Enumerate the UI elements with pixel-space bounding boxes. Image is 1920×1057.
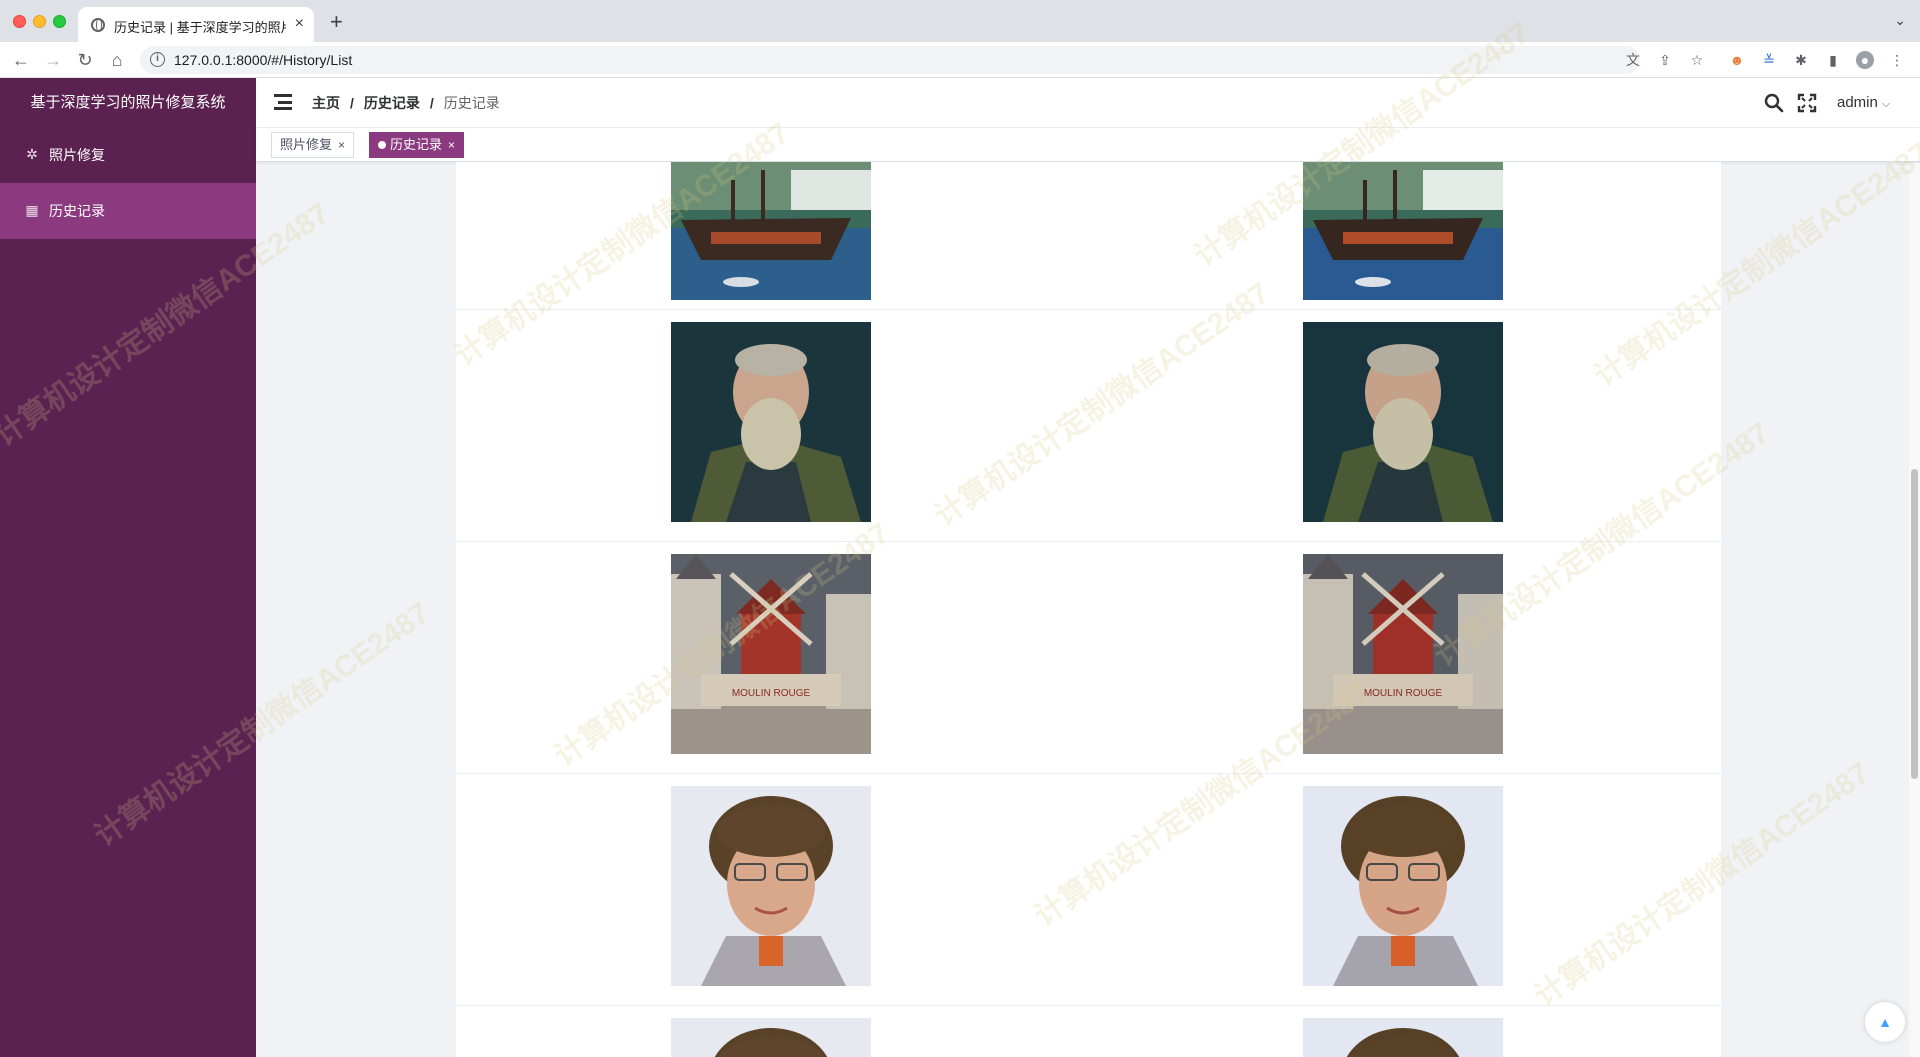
url-text: 127.0.0.1:8000/#/History/List — [174, 52, 353, 68]
sign-text: MOULIN ROUGE — [732, 688, 811, 699]
sidebar-brand: 基于深度学习的照片修复系统 — [30, 94, 226, 111]
extension-chevron-icon[interactable]: ≚ — [1763, 52, 1775, 68]
table-row — [456, 162, 1721, 310]
minimize-window-button[interactable] — [33, 15, 46, 28]
profile-avatar-icon[interactable]: ● — [1856, 51, 1874, 69]
tag-photo-repair[interactable]: 照片修复 × — [271, 132, 355, 158]
restored-photo[interactable] — [1303, 162, 1503, 300]
restored-photo[interactable] — [1303, 1018, 1503, 1057]
grid-icon: ▦ — [25, 202, 39, 218]
history-table: MOULIN ROUGE MOULIN ROUGE — [456, 162, 1721, 1057]
globe-icon — [91, 18, 105, 32]
close-window-button[interactable] — [13, 15, 26, 28]
chevron-down-icon[interactable]: ⌄ — [1894, 12, 1906, 28]
new-tab-button[interactable]: + — [330, 9, 343, 34]
reload-icon[interactable]: ↻ — [77, 50, 93, 70]
sidebar-item-label: 历史记录 — [49, 203, 105, 219]
hamburger-icon[interactable] — [274, 94, 292, 110]
tag-label: 照片修复 — [280, 137, 333, 152]
close-tab-icon[interactable]: × — [294, 15, 304, 32]
more-menu-icon[interactable]: ⋮ — [1890, 52, 1904, 68]
original-photo[interactable]: MOULIN ROUGE — [671, 554, 871, 754]
sidebar: 基于深度学习的照片修复系统 ✲ 照片修复 ▦ 历史记录 — [0, 78, 256, 1057]
chevron-down-icon: ⌵ — [1881, 98, 1891, 110]
restored-photo[interactable] — [1303, 322, 1503, 522]
breadcrumb-history[interactable]: 历史记录 — [363, 95, 420, 111]
table-row — [456, 774, 1721, 1006]
original-photo[interactable] — [671, 322, 871, 522]
sign-text: MOULIN ROUGE — [1364, 688, 1443, 699]
share-icon[interactable]: ⇪ — [1659, 52, 1671, 68]
search-icon[interactable] — [1764, 93, 1784, 113]
original-photo[interactable] — [671, 162, 871, 300]
breadcrumb-home[interactable]: 主页 — [312, 95, 340, 111]
table-row — [456, 310, 1721, 542]
back-to-top-button[interactable]: ▲ — [1865, 1002, 1905, 1042]
tag-history[interactable]: 历史记录 × — [369, 132, 465, 158]
original-photo[interactable] — [671, 1018, 871, 1057]
scrollbar-thumb[interactable] — [1911, 469, 1918, 779]
user-name: admin — [1837, 94, 1878, 111]
address-bar[interactable]: i 127.0.0.1:8000/#/History/List — [140, 46, 1640, 74]
extension-face-icon[interactable]: ☻ — [1729, 52, 1745, 68]
browser-toolbar: ← → ↻ ⌂ i 127.0.0.1:8000/#/History/List … — [0, 42, 1920, 78]
info-icon[interactable]: i — [150, 52, 165, 67]
loading-icon: ✲ — [26, 146, 38, 162]
main-content: MOULIN ROUGE MOULIN ROUGE — [256, 162, 1920, 1057]
tag-label: 历史记录 — [390, 137, 443, 152]
translate-icon[interactable]: 文 — [1626, 52, 1640, 68]
sidebar-item-label: 照片修复 — [49, 147, 105, 163]
sidebar-item-history[interactable]: ▦ 历史记录 — [0, 183, 256, 239]
breadcrumb-current: 历史记录 — [443, 95, 500, 111]
active-dot-icon — [378, 141, 386, 149]
original-photo[interactable] — [671, 786, 871, 986]
maximize-window-button[interactable] — [53, 15, 66, 28]
fullscreen-icon[interactable] — [1797, 93, 1817, 113]
table-row — [456, 1006, 1721, 1057]
close-icon[interactable]: × — [448, 138, 456, 152]
tags-view: 照片修复 × 历史记录 × — [256, 128, 1920, 162]
restored-photo[interactable] — [1303, 786, 1503, 986]
breadcrumb-separator: / — [429, 95, 434, 111]
sidebar-item-photo-repair[interactable]: ✲ 照片修复 — [0, 127, 256, 183]
scrollbar[interactable] — [1909, 163, 1920, 1057]
breadcrumb-separator: / — [350, 95, 354, 111]
breadcrumb: 主页 / 历史记录 / 历史记录 — [312, 94, 500, 112]
user-dropdown[interactable]: admin ⌵ — [1837, 94, 1890, 113]
bookmark-star-icon[interactable]: ☆ — [1690, 52, 1704, 68]
close-icon[interactable]: × — [338, 138, 346, 152]
table-row: MOULIN ROUGE MOULIN ROUGE — [456, 542, 1721, 774]
forward-arrow-icon[interactable]: → — [44, 50, 62, 70]
puzzle-icon[interactable]: ✱ — [1795, 52, 1807, 68]
navbar: 主页 / 历史记录 / 历史记录 admin ⌵ — [256, 78, 1920, 128]
restored-photo[interactable]: MOULIN ROUGE — [1303, 554, 1503, 754]
home-icon[interactable]: ⌂ — [111, 50, 123, 70]
browser-tab-title: 历史记录 | 基于深度学习的照片修复系统 — [114, 20, 286, 35]
browser-tab[interactable]: 历史记录 | 基于深度学习的照片修复系统 × — [78, 7, 314, 42]
back-arrow-icon[interactable]: ← — [12, 50, 30, 70]
side-panel-icon[interactable]: ▮ — [1829, 52, 1837, 68]
browser-tabbar: 历史记录 | 基于深度学习的照片修复系统 × + ⌄ — [0, 0, 1920, 42]
